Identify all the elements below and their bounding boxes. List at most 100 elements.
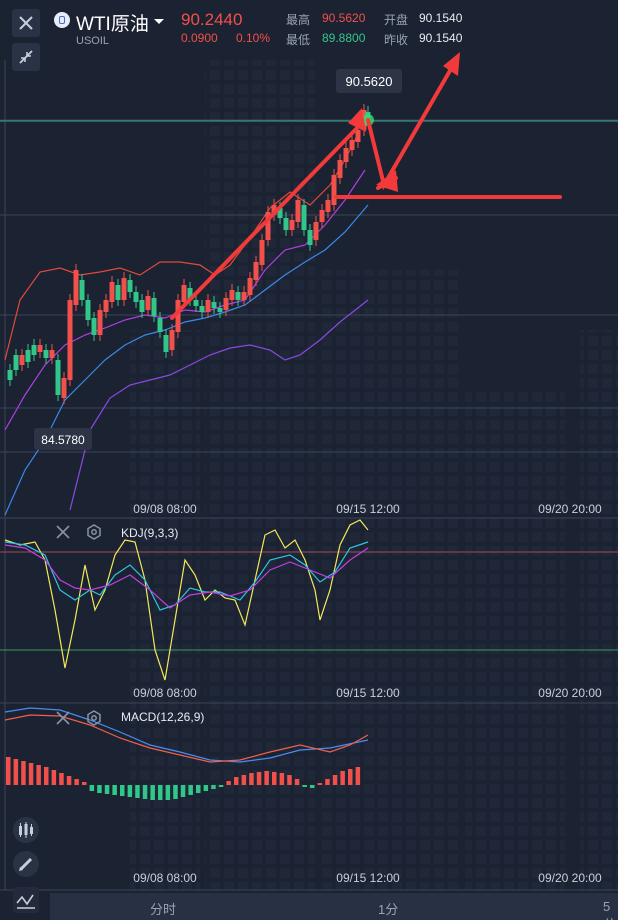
macd-histogram-bar (28, 763, 34, 785)
tab-timeshare[interactable]: 分时 (150, 902, 177, 917)
macd-histogram-bar (120, 785, 125, 796)
candle (175, 300, 181, 332)
macd-histogram-bar (66, 776, 72, 785)
macd-histogram-bar (59, 773, 64, 785)
macd-title: MACD(12,26,9) (121, 710, 204, 724)
candle (151, 298, 157, 316)
shrink-button[interactable] (12, 43, 40, 71)
high-label: 最高 (286, 13, 311, 27)
bollinger-lower-line (69, 299, 369, 511)
close-icon (19, 16, 33, 30)
candle (211, 302, 217, 308)
candle (157, 318, 163, 332)
bollinger-upper-line (4, 129, 361, 361)
main-x-label: 09/08 08:00 (133, 502, 197, 516)
candle (13, 355, 19, 370)
candle (121, 278, 127, 300)
prev-close-label: 昨收 (384, 33, 409, 47)
candles-button[interactable] (13, 817, 39, 843)
macd-histogram-bar (226, 781, 231, 785)
candle (235, 292, 241, 300)
candle (217, 308, 223, 312)
macd-histogram-bar (97, 785, 102, 793)
macd-histogram-bar (142, 785, 148, 799)
candle (277, 208, 283, 218)
candle (187, 288, 193, 300)
kdj-k-line (4, 519, 369, 681)
bollinger-mid-line (4, 169, 366, 431)
candle (145, 296, 151, 310)
candle (337, 160, 343, 178)
close-button[interactable] (12, 9, 40, 37)
candle (133, 292, 139, 302)
price-change: 0.0900 (181, 31, 218, 45)
candle (307, 230, 313, 245)
candle (67, 300, 73, 380)
macd-x-label: 09/15 12:00 (336, 871, 400, 885)
candle (349, 140, 355, 150)
price-change-pct: 0.10% (236, 31, 271, 45)
kdj-j-line (4, 544, 369, 609)
macd-histogram-bar (211, 785, 216, 789)
min-price-label: 84.5780 (41, 433, 85, 447)
kdj-title: KDJ(9,3,3) (121, 526, 178, 540)
arrow-head-2 (443, 52, 460, 76)
candle (61, 378, 67, 398)
grid-lines (0, 60, 618, 891)
candle (163, 335, 169, 352)
current-price: 90.2440 (181, 10, 243, 29)
candle (85, 300, 91, 320)
candle (109, 282, 115, 302)
candle (223, 298, 229, 310)
max-price-tag: 90.5620 (336, 69, 402, 93)
macd-close-icon (56, 711, 70, 725)
tab-5min[interactable]: 5分 (603, 899, 616, 920)
period-tabs: 分时 1分 5分 (50, 893, 618, 920)
tab-1min[interactable]: 1分 (378, 902, 399, 917)
pencil-icon (19, 857, 33, 871)
macd-histogram-bar (188, 785, 193, 795)
kdj-close-icon (56, 525, 70, 539)
macd-histogram-bar (279, 773, 285, 785)
candle (91, 318, 97, 335)
moving-average-line (4, 204, 369, 516)
candle (247, 278, 253, 295)
candles-icon (19, 822, 33, 838)
macd-histogram-bar (6, 757, 11, 785)
macd-x-label: 09/20 20:00 (538, 871, 602, 885)
candle (253, 262, 259, 280)
candle (55, 360, 61, 395)
macd-histogram-bar (340, 771, 345, 785)
instrument-title[interactable]: WTI原油 (76, 14, 149, 35)
chevron-down-icon[interactable] (154, 19, 164, 24)
candle (325, 200, 331, 212)
macd-histogram-bar (325, 779, 330, 785)
candle (343, 148, 349, 162)
draw-button[interactable] (13, 851, 39, 877)
prev-close-value: 90.1540 (419, 31, 463, 45)
macd-histogram-bar (196, 785, 201, 793)
indicator-button[interactable] (13, 887, 39, 913)
macd-x-label: 09/08 08:00 (133, 871, 197, 885)
open-value: 90.1540 (419, 11, 463, 25)
candle (49, 350, 55, 358)
candle (7, 370, 13, 380)
main-x-label: 09/20 20:00 (538, 502, 602, 516)
macd-histogram-bar (104, 785, 110, 794)
macd-histogram-bar (135, 785, 140, 798)
macd-histogram-bar (348, 769, 353, 785)
candle (103, 300, 109, 312)
candle (295, 200, 301, 222)
macd-histogram-bar (355, 767, 361, 785)
kdj-d-line (4, 541, 369, 611)
arrow-head-1 (348, 108, 366, 132)
macd-histogram-bar (256, 772, 262, 785)
macd-dea-line (4, 714, 369, 763)
candle (271, 205, 277, 215)
macd-histogram-bar (310, 785, 315, 788)
candle (301, 205, 307, 230)
macd-histogram-bar (158, 785, 163, 800)
shrink-icon (19, 50, 33, 64)
